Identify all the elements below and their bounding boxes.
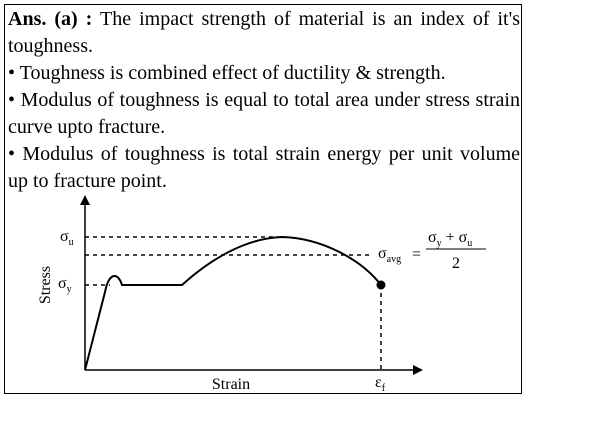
bullet-text: Modulus of toughness is total strain ene… xyxy=(8,143,520,192)
formula-denominator: 2 xyxy=(452,255,460,272)
answer-label: Ans. (a) : xyxy=(8,8,93,30)
stress-strain-curve xyxy=(84,235,382,371)
answer-box xyxy=(4,4,522,394)
y-axis-label: Stress xyxy=(37,266,54,304)
bullet-3: • Modulus of toughness is total strain e… xyxy=(8,141,520,195)
answer-text: Ans. (a) : The impact strength of materi… xyxy=(8,6,520,195)
bullet-2: • Modulus of toughness is equal to total… xyxy=(8,87,520,141)
fracture-point xyxy=(376,280,386,290)
bullet-marker: • xyxy=(8,89,16,111)
sigma-u-label: σu xyxy=(60,228,74,248)
answer-intro: Ans. (a) : The impact strength of materi… xyxy=(8,6,520,60)
bullet-marker: • xyxy=(8,143,16,165)
bullet-marker: • xyxy=(8,62,16,84)
x-axis-label: Strain xyxy=(212,376,250,393)
sigma-y-label: σy xyxy=(58,275,72,295)
bullet-text: Toughness is combined effect of ductilit… xyxy=(15,62,446,84)
sigma-avg-label: σavg xyxy=(378,245,401,265)
formula-numerator: σy + σu xyxy=(428,229,472,249)
formula-equals: = xyxy=(412,246,421,263)
answer-intro-text: The impact strength of material is an in… xyxy=(8,8,520,57)
bullet-1: • Toughness is combined effect of ductil… xyxy=(8,60,520,87)
epsilon-f-label: εf xyxy=(375,374,386,394)
bullet-text: Modulus of toughness is equal to total a… xyxy=(8,89,520,138)
